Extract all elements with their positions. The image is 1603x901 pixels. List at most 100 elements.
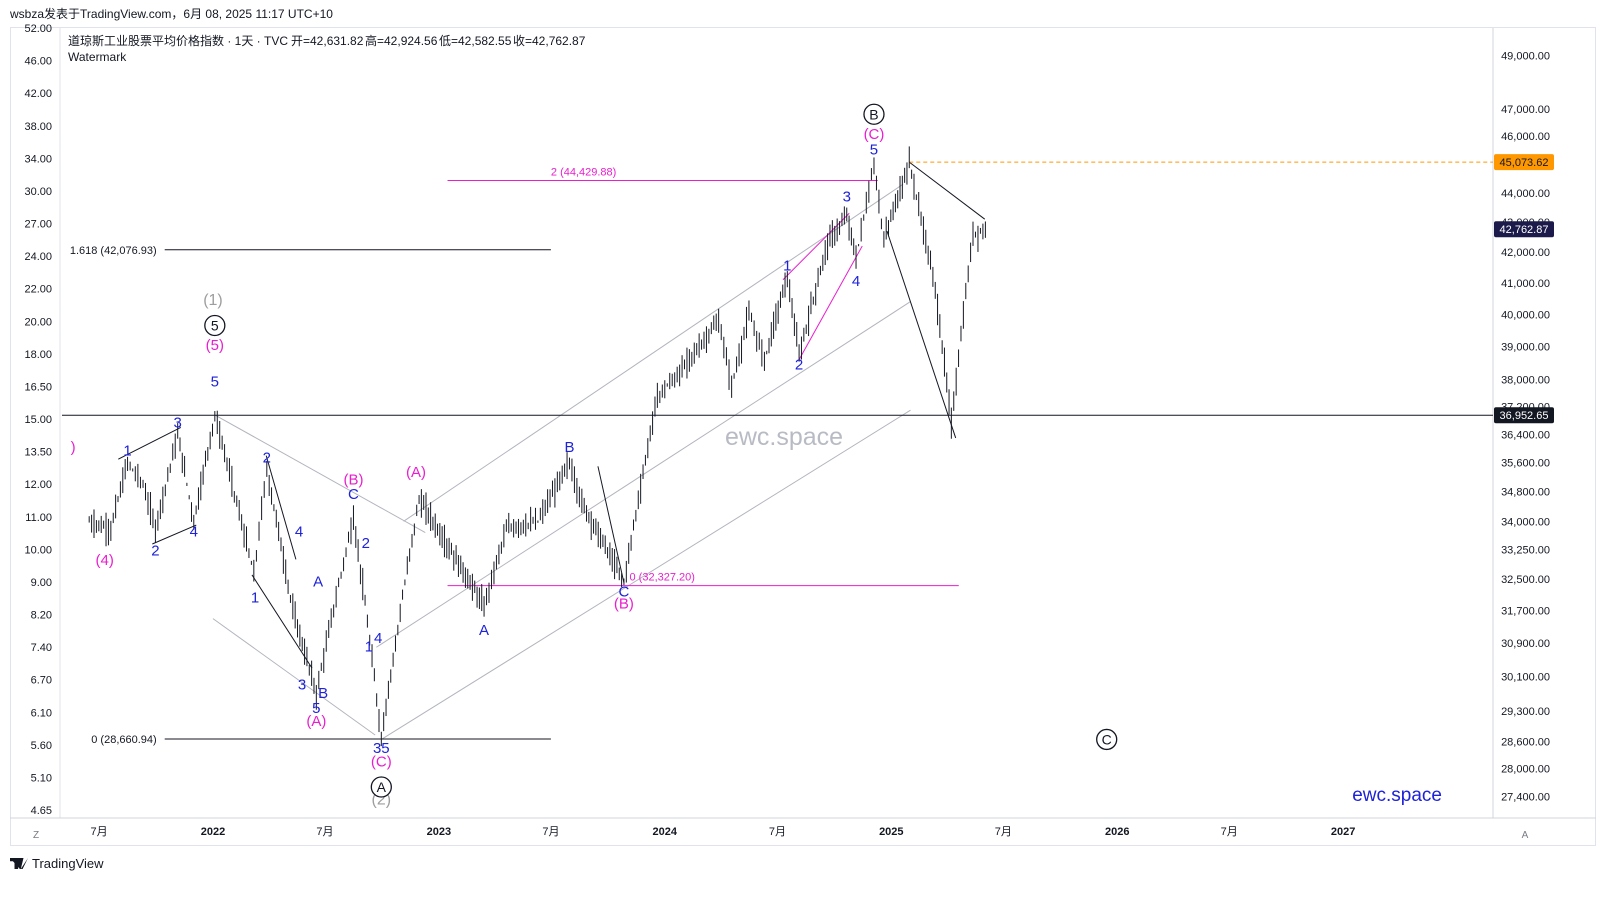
wave-c-line <box>597 466 625 583</box>
wave-label: A <box>313 574 323 591</box>
time-axis-tick: 7月 <box>1221 826 1238 838</box>
left-axis-tick: 10.00 <box>24 544 52 556</box>
right-axis-tick: 40,000.00 <box>1501 309 1550 321</box>
wave-label: 3 <box>174 414 182 431</box>
channel-lower-line <box>381 409 911 740</box>
time-axis-tick: 2026 <box>1105 826 1129 838</box>
left-axis-tick: 30.00 <box>24 186 52 198</box>
decline-channel-upper <box>215 414 426 534</box>
wave-label: C <box>348 486 359 503</box>
right-axis-tick: 44,000.00 <box>1501 188 1550 200</box>
circle-wave-marker <box>1096 728 1118 751</box>
chart-frame <box>10 27 1596 846</box>
wave-label: (B) <box>343 471 363 488</box>
price-badge-bg <box>1494 407 1554 424</box>
right-axis-tick: 36,400.00 <box>1501 429 1550 441</box>
wave-label: A <box>479 622 489 639</box>
left-axis-tick: 18.00 <box>24 349 52 361</box>
left-axis-tick: 5.60 <box>31 740 52 752</box>
left-axis-tick: 22.00 <box>24 284 52 296</box>
candles <box>88 146 986 747</box>
wave-label: 4 <box>852 273 860 290</box>
right-axis-tick: 34,000.00 <box>1501 516 1550 528</box>
time-axis-tick: 7月 <box>91 826 108 838</box>
publisher-text: wsbza发表于TradingView.com，6月 08, 2025 11:1… <box>10 7 333 21</box>
publisher-bar: wsbza发表于TradingView.com，6月 08, 2025 11:1… <box>0 0 1603 28</box>
wedge-lower-line <box>798 245 863 360</box>
circle-wave-label: C <box>1102 731 1112 747</box>
watermark-label: Watermark <box>68 50 127 64</box>
circle-wave-marker <box>370 776 392 798</box>
time-axis-tick: 2022 <box>201 826 225 838</box>
left-axis-tick: 13.50 <box>24 447 52 459</box>
left-axis-tick: 34.00 <box>24 153 52 165</box>
axis-corner-right[interactable]: A <box>1522 830 1529 841</box>
left-axis-tick: 27.00 <box>24 219 52 231</box>
circle-wave-label: A <box>377 779 387 795</box>
axis-corner-left[interactable]: Z <box>33 830 39 841</box>
wedge-upper-line <box>782 212 850 281</box>
wave-label: 4 <box>190 523 198 540</box>
circle-wave-label: 5 <box>211 317 219 333</box>
symbol-title[interactable]: 道琼斯工业股票平均价格指数 · 1天 · TVC <box>68 33 288 48</box>
wave-label: 4 <box>374 630 382 647</box>
left-axis-tick: 6.10 <box>31 707 52 719</box>
wave-label: (C) <box>864 126 885 143</box>
price-badge-bg <box>1494 221 1554 238</box>
wave-label: 4 <box>295 523 303 540</box>
wave-label: 3 <box>298 676 306 693</box>
left-axis-tick: 24.00 <box>24 251 52 263</box>
left-axis-tick: 7.40 <box>31 642 52 654</box>
right-axis-tick: 27,400.00 <box>1501 791 1550 803</box>
ohlc-high: 高=42,924.56 <box>365 33 438 48</box>
left-axis-tick: 12.00 <box>24 479 52 491</box>
right-axis-tick: 30,900.00 <box>1501 638 1550 650</box>
right-axis-tick: 33,250.00 <box>1501 545 1550 557</box>
right-axis-tick: 49,000.00 <box>1501 51 1550 63</box>
right-axis-tick: 32,500.00 <box>1501 574 1550 586</box>
left-axis-tick: 46.00 <box>24 56 52 68</box>
brand-text: TradingView <box>32 856 104 871</box>
time-axis-tick: 7月 <box>769 826 786 838</box>
time-axis[interactable]: 7月 2022 7月 2023 7月 2024 7月 2025 7月 2026 7月 2027 <box>91 826 1356 838</box>
time-axis-tick: 2027 <box>1331 826 1355 838</box>
right-axis-tick: 34,800.00 <box>1501 487 1550 499</box>
fib-level-label: 0 (32,327.20) <box>630 572 695 584</box>
wave-label: 1 <box>783 257 791 274</box>
wave-label: 1 <box>365 638 373 655</box>
right-axis-tick: 31,700.00 <box>1501 606 1550 618</box>
wave-label: 2 <box>795 357 803 374</box>
wave-3-line <box>118 426 182 460</box>
wave-label: 3 <box>843 189 851 206</box>
wave-label: 2 <box>263 450 271 467</box>
time-axis-tick: 7月 <box>542 826 559 838</box>
wave-label: 1 <box>123 443 131 460</box>
wave-label: (B) <box>614 596 634 613</box>
left-axis-tick: 20.00 <box>24 316 52 328</box>
watermark-corner: ewc.space <box>1352 785 1442 806</box>
right-axis-tick: 42,000.00 <box>1501 247 1550 259</box>
decline-channel-lower <box>212 618 376 736</box>
price-badge: 36,952.65 <box>1500 410 1549 422</box>
right-axis-tick: 38,000.00 <box>1501 375 1550 387</box>
footer: TradingView <box>0 848 1603 878</box>
tradingview-logo-icon <box>10 858 28 869</box>
right-axis-tick: 35,600.00 <box>1501 458 1550 470</box>
left-axis-tick: 52.00 <box>24 23 52 35</box>
right-axis-tick: 30,100.00 <box>1501 672 1550 684</box>
watermark-center: ewc.space <box>725 423 843 451</box>
ohlc-low: 低=42,582.55 <box>439 34 512 48</box>
left-axis-tick: 11.00 <box>25 512 52 524</box>
left-axis-tick: 6.70 <box>31 675 52 687</box>
tradingview-logo[interactable]: TradingView <box>10 856 104 871</box>
wave-label: (A) <box>406 464 426 481</box>
circle-wave-label: B <box>869 106 878 122</box>
wave-label: (5) <box>206 337 224 354</box>
time-axis-tick: 2025 <box>879 826 903 838</box>
descending-trendline <box>908 161 986 220</box>
left-axis-tick: 16.50 <box>24 381 52 393</box>
time-axis-tick: 7月 <box>316 826 333 838</box>
price-badge: 42,762.87 <box>1500 224 1549 236</box>
